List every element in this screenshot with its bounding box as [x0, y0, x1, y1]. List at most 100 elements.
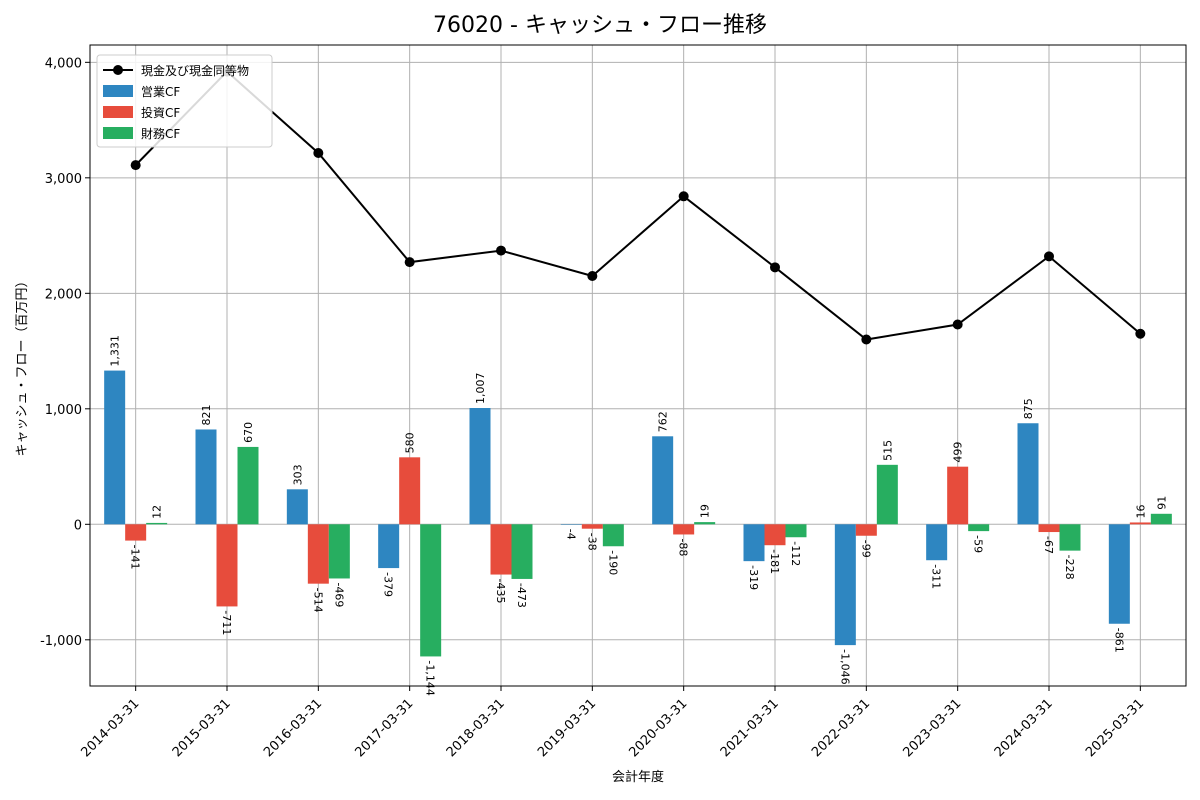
- bar-investing: [125, 524, 147, 541]
- y-axis-label: キャッシュ・フロー（百万円）: [15, 274, 30, 456]
- x-axis-label: 会計年度: [612, 769, 664, 785]
- bar-investing: [673, 524, 695, 535]
- bar-operating: [743, 524, 765, 562]
- bar-investing: [399, 457, 421, 525]
- bar-operating: [560, 524, 582, 525]
- bar-operating: [1108, 524, 1130, 624]
- bar-financing: [420, 524, 442, 657]
- bar-operating: [378, 524, 400, 569]
- y-tick-label: 2,000: [45, 287, 82, 302]
- cash-equivalents-point: [404, 257, 415, 268]
- bar-operating: [652, 436, 674, 525]
- data-label: 19: [699, 504, 712, 518]
- bar-financing: [237, 446, 259, 525]
- data-label: -181: [768, 549, 781, 574]
- data-label: -1,046: [838, 649, 851, 684]
- data-label: -190: [606, 550, 619, 575]
- x-tick-label: 2024-03-31: [992, 696, 1056, 760]
- bar-financing: [876, 464, 898, 525]
- data-label: 821: [200, 404, 213, 425]
- data-label: 515: [881, 440, 894, 461]
- data-label: 303: [291, 464, 304, 485]
- data-label: 875: [1022, 398, 1035, 419]
- x-tick-label: 2016-03-31: [261, 696, 325, 760]
- x-tick-label: 2025-03-31: [1083, 696, 1147, 760]
- bar-financing: [328, 524, 350, 579]
- cash-equivalents-point: [130, 160, 141, 171]
- cash-equivalents-point: [678, 191, 689, 202]
- data-label: 91: [1155, 496, 1168, 510]
- bar-operating: [1017, 423, 1039, 525]
- data-label: 16: [1134, 504, 1147, 518]
- bar-investing: [947, 466, 969, 525]
- cash-equivalents-point: [1044, 251, 1054, 262]
- bar-financing: [1150, 513, 1172, 525]
- data-label: -311: [930, 564, 943, 589]
- bar-investing: [855, 524, 877, 536]
- plot-frame: [89, 44, 1187, 687]
- y-tick-label: 4,000: [45, 56, 82, 71]
- data-label: 670: [242, 422, 255, 443]
- data-label: -319: [747, 565, 760, 590]
- data-label: 12: [151, 505, 164, 519]
- bar-financing: [602, 524, 624, 547]
- legend-label: 投資CF: [141, 105, 180, 120]
- x-tick-label: 2015-03-31: [170, 696, 234, 760]
- bar-investing: [764, 524, 786, 546]
- bar-financing: [968, 524, 990, 532]
- cash-equivalents-point: [861, 334, 872, 345]
- data-label: 1,007: [474, 373, 487, 405]
- legend-bar-swatch: [103, 85, 133, 97]
- bar-financing: [146, 522, 168, 525]
- bar-financing: [1059, 524, 1081, 551]
- data-label: 762: [657, 411, 670, 432]
- bar-operating: [104, 370, 126, 525]
- data-label: -711: [220, 610, 233, 635]
- bar-investing: [490, 524, 512, 575]
- data-label: -469: [332, 582, 345, 607]
- legend-bar-swatch: [103, 106, 133, 118]
- data-label: -435: [494, 579, 507, 604]
- legend-label: 財務CF: [141, 126, 180, 141]
- cash-equivalents-line: [134, 70, 1141, 341]
- bar-financing: [511, 524, 533, 579]
- data-label: 1,331: [109, 335, 122, 367]
- x-tick-label: 2014-03-31: [78, 696, 142, 760]
- bar-investing: [1129, 522, 1151, 525]
- data-label: -67: [1042, 536, 1055, 554]
- data-label: -861: [1112, 628, 1125, 653]
- data-label: -88: [677, 538, 690, 556]
- data-label: -514: [311, 588, 324, 613]
- data-label: 580: [404, 432, 417, 453]
- y-tick-label: -1,000: [40, 634, 82, 649]
- cash-equivalents-point: [496, 245, 506, 256]
- cash-equivalents-point: [313, 147, 324, 158]
- data-label: -4: [564, 529, 577, 540]
- bar-investing: [1038, 524, 1060, 533]
- data-label: -379: [382, 572, 395, 597]
- x-tick-label: 2019-03-31: [535, 696, 599, 760]
- x-tick-label: 2017-03-31: [352, 696, 416, 760]
- data-label: -141: [129, 545, 142, 570]
- bar-investing: [307, 524, 329, 584]
- legend-box: [96, 54, 273, 148]
- legend-label: 営業CF: [141, 85, 180, 99]
- bar-operating: [834, 524, 856, 646]
- legend-bar-swatch: [103, 127, 133, 139]
- x-tick-label: 2018-03-31: [444, 696, 508, 760]
- bar-financing: [694, 522, 716, 525]
- data-label: -112: [789, 541, 802, 566]
- y-tick-label: 3,000: [45, 172, 82, 187]
- cash-equivalents-point: [587, 270, 598, 281]
- x-tick-label: 2020-03-31: [626, 696, 690, 760]
- x-tick-label: 2023-03-31: [900, 696, 964, 760]
- bar-operating: [926, 524, 948, 561]
- bar-operating: [286, 489, 308, 525]
- bar-investing: [581, 524, 603, 529]
- legend-marker: [113, 65, 123, 75]
- data-label: -59: [972, 535, 985, 553]
- y-tick-label: 1,000: [45, 403, 82, 418]
- x-tick-label: 2021-03-31: [718, 696, 782, 760]
